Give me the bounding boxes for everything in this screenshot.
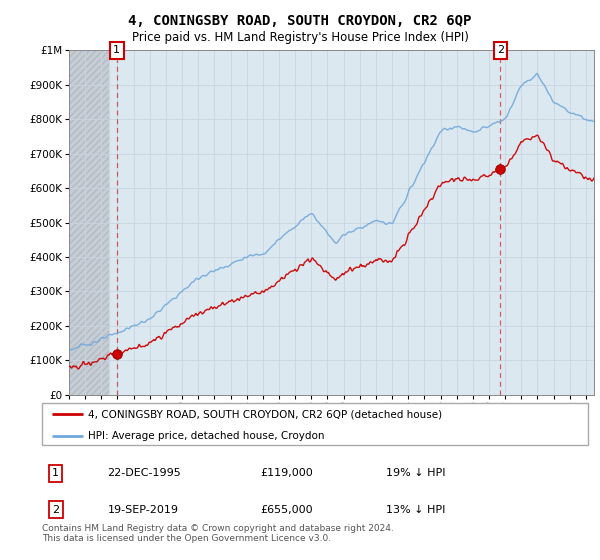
Text: 19% ↓ HPI: 19% ↓ HPI [386, 468, 445, 478]
Text: Contains HM Land Registry data © Crown copyright and database right 2024.
This d: Contains HM Land Registry data © Crown c… [42, 524, 394, 543]
Text: Price paid vs. HM Land Registry's House Price Index (HPI): Price paid vs. HM Land Registry's House … [131, 31, 469, 44]
FancyBboxPatch shape [42, 403, 588, 445]
Text: 4, CONINGSBY ROAD, SOUTH CROYDON, CR2 6QP (detached house): 4, CONINGSBY ROAD, SOUTH CROYDON, CR2 6Q… [88, 409, 443, 419]
Text: 2: 2 [52, 505, 59, 515]
Text: HPI: Average price, detached house, Croydon: HPI: Average price, detached house, Croy… [88, 431, 325, 441]
Text: 19-SEP-2019: 19-SEP-2019 [107, 505, 179, 515]
Text: 22-DEC-1995: 22-DEC-1995 [107, 468, 181, 478]
Text: £655,000: £655,000 [260, 505, 313, 515]
Text: £119,000: £119,000 [260, 468, 313, 478]
Text: 1: 1 [52, 468, 59, 478]
Text: 2: 2 [497, 45, 504, 55]
Text: 13% ↓ HPI: 13% ↓ HPI [386, 505, 445, 515]
Text: 1: 1 [113, 45, 121, 55]
Text: 4, CONINGSBY ROAD, SOUTH CROYDON, CR2 6QP: 4, CONINGSBY ROAD, SOUTH CROYDON, CR2 6Q… [128, 14, 472, 28]
Bar [69, 50, 109, 395]
